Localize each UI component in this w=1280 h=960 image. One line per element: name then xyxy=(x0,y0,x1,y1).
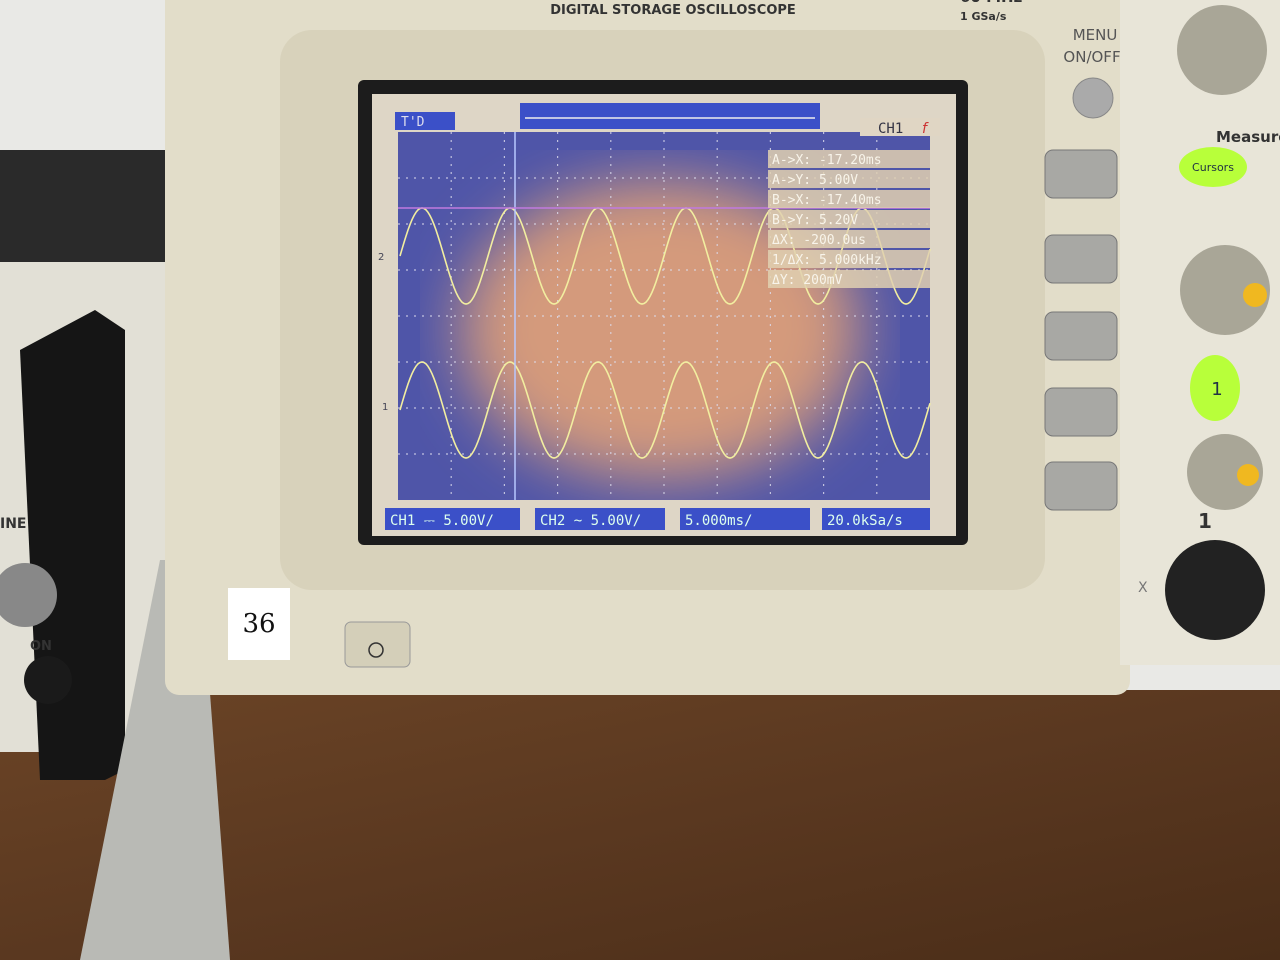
menu-label: MENU xyxy=(1073,26,1118,44)
soft-key[interactable] xyxy=(1044,234,1118,284)
knob[interactable] xyxy=(1177,5,1267,95)
trigger-source: CH1 xyxy=(878,121,903,137)
sticker xyxy=(228,588,290,660)
readout: 1/ΔX: 5.000kHz xyxy=(772,253,882,268)
soft-key[interactable] xyxy=(1044,461,1118,511)
status-box xyxy=(385,508,520,530)
status-box xyxy=(535,508,665,530)
channel-button[interactable] xyxy=(1190,355,1240,421)
readout-box xyxy=(768,170,930,188)
readout: ΔY: 200mV xyxy=(772,273,843,288)
status-box xyxy=(822,508,930,530)
station-number: 36 xyxy=(242,609,275,639)
status-bar: CH1 ⎓ 5.00V/CH2 ~ 5.00V/5.000ms/20.0kSa/… xyxy=(385,508,930,530)
knob xyxy=(0,563,57,627)
cursors-button[interactable] xyxy=(1179,147,1247,187)
switch xyxy=(24,656,72,704)
readout: B->X: -17.40ms xyxy=(772,193,882,208)
status-text: CH1 ⎓ 5.00V/ xyxy=(390,513,494,529)
cursor-readouts: A->X: -17.20ms A->Y: 5.00V B->X: -17.40ms B… xyxy=(768,150,930,288)
power-icon xyxy=(368,642,384,658)
knob-cap xyxy=(1237,464,1259,486)
bnc-connector xyxy=(1165,540,1265,640)
device-top xyxy=(0,150,175,270)
readout: B->Y: 5.20V xyxy=(772,213,858,228)
trigger-box xyxy=(860,118,940,136)
section-label: Measure xyxy=(1216,128,1280,146)
readout: ΔX: -200.0us xyxy=(772,233,866,248)
soft-key[interactable] xyxy=(1044,311,1118,361)
knob-cap xyxy=(1243,283,1267,307)
input-label: X xyxy=(1138,580,1148,596)
status-box xyxy=(680,508,810,530)
trigger-status: T'D xyxy=(401,115,425,130)
soft-key[interactable] xyxy=(1044,149,1118,199)
grid xyxy=(398,132,930,500)
power-button[interactable] xyxy=(344,621,411,668)
model-title: DIGITAL STORAGE OSCILLOSCOPE xyxy=(550,3,796,18)
channel-marker: 2 xyxy=(378,252,384,263)
soft-keys xyxy=(1044,149,1118,511)
channel-marker: 1 xyxy=(382,402,388,413)
reflection xyxy=(460,180,860,480)
input-label: 1 xyxy=(1198,509,1212,533)
button-label: Cursors xyxy=(1192,161,1234,174)
memory-bar xyxy=(520,103,820,129)
menu-label: ON/OFF xyxy=(1063,48,1120,66)
status-text: CH2 ~ 5.00V/ xyxy=(540,513,641,529)
readout-box xyxy=(768,230,930,248)
knob[interactable] xyxy=(1180,245,1270,335)
readout-box xyxy=(768,270,930,288)
readout-box xyxy=(768,250,930,268)
knob[interactable] xyxy=(1187,434,1263,510)
readout-box xyxy=(768,210,930,228)
status-box xyxy=(395,112,455,130)
label: INE xyxy=(0,516,27,532)
label: ON xyxy=(30,639,52,654)
trigger-slope: f xyxy=(922,121,929,137)
status-text: 20.0kSa/s xyxy=(827,513,903,529)
soft-key[interactable] xyxy=(1044,387,1118,437)
readout-box xyxy=(768,190,930,208)
readout: A->X: -17.20ms xyxy=(772,153,882,168)
readout-box xyxy=(768,150,930,168)
menu-button[interactable] xyxy=(1072,77,1114,119)
sample-rate: 1 GSa/s xyxy=(960,10,1007,23)
readout: A->Y: 5.00V xyxy=(772,173,858,188)
status-text: 5.000ms/ xyxy=(685,513,752,529)
waveform xyxy=(399,361,931,459)
bandwidth: 60 MHz xyxy=(960,0,1023,6)
button-label: 1 xyxy=(1211,379,1222,400)
